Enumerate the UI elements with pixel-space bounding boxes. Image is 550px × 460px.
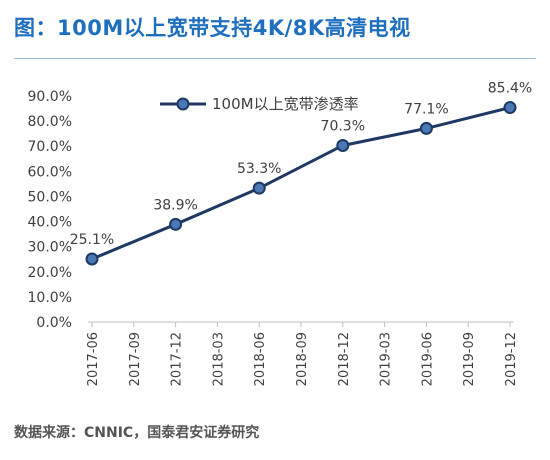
y-axis-ticks: 0.0% 10.0% 20.0% 30.0% 40.0% 50.0% 60.0% 70.0% 8… xyxy=(28,89,72,331)
x-tick-label: 2019-03 xyxy=(379,332,394,386)
title-divider xyxy=(14,58,536,59)
legend-marker-swatch xyxy=(176,97,190,111)
x-tick-label: 2017-09 xyxy=(128,332,143,386)
data-label: 25.1% xyxy=(70,232,114,248)
x-axis-ticks: 2017-06 2017-09 2017-12 2018-03 2018-06 2018-… xyxy=(86,322,519,386)
chart: 0.0% 10.0% 20.0% 30.0% 40.0% 50.0% 60.0% 70.0% 8… xyxy=(0,68,550,408)
data-point xyxy=(419,121,433,135)
x-tick-label: 2017-12 xyxy=(170,332,185,386)
x-tick-label: 2017-06 xyxy=(86,332,101,386)
line-chart-svg: 0.0% 10.0% 20.0% 30.0% 40.0% 50.0% 60.0% 70.0% 8… xyxy=(28,81,533,387)
data-label: 53.3% xyxy=(237,161,281,177)
data-point xyxy=(336,138,350,152)
data-point xyxy=(169,217,183,231)
series-layer: 25.1% 38.9% 53.3% 70.3% 77.1% 85.4% xyxy=(70,81,532,266)
data-label: 70.3% xyxy=(321,118,365,134)
y-tick-label: 90.0% xyxy=(28,89,72,105)
page-title: 图：100M以上宽带支持4K/8K高清电视 xyxy=(14,16,411,40)
data-point xyxy=(503,101,517,115)
series-line xyxy=(91,106,511,261)
data-point xyxy=(252,181,266,195)
data-point xyxy=(85,252,99,266)
y-tick-label: 10.0% xyxy=(28,290,72,306)
y-tick-label: 0.0% xyxy=(36,315,72,331)
x-tick-label: 2019-06 xyxy=(420,332,435,386)
x-tick-label: 2018-06 xyxy=(253,332,268,386)
x-tick-label: 2018-12 xyxy=(337,332,352,386)
y-tick-label: 60.0% xyxy=(28,164,72,180)
y-tick-label: 20.0% xyxy=(28,265,72,281)
y-tick-label: 40.0% xyxy=(28,215,72,231)
x-tick-label: 2019-12 xyxy=(504,332,519,386)
y-tick-label: 50.0% xyxy=(28,189,72,205)
data-label: 77.1% xyxy=(404,101,448,117)
y-tick-label: 80.0% xyxy=(28,114,72,130)
y-tick-label: 30.0% xyxy=(28,240,72,256)
legend-label: 100M以上宽带渗透率 xyxy=(212,95,359,113)
x-tick-label: 2019-09 xyxy=(462,332,477,386)
legend: 100M以上宽带渗透率 xyxy=(160,95,359,113)
y-tick-label: 70.0% xyxy=(28,139,72,155)
x-tick-label: 2018-09 xyxy=(295,332,310,386)
x-tick-label: 2018-03 xyxy=(211,332,226,386)
data-label: 85.4% xyxy=(488,81,532,97)
data-label: 38.9% xyxy=(153,197,197,213)
source-note: 数据来源：CNNIC，国泰君安证券研究 xyxy=(14,425,260,441)
